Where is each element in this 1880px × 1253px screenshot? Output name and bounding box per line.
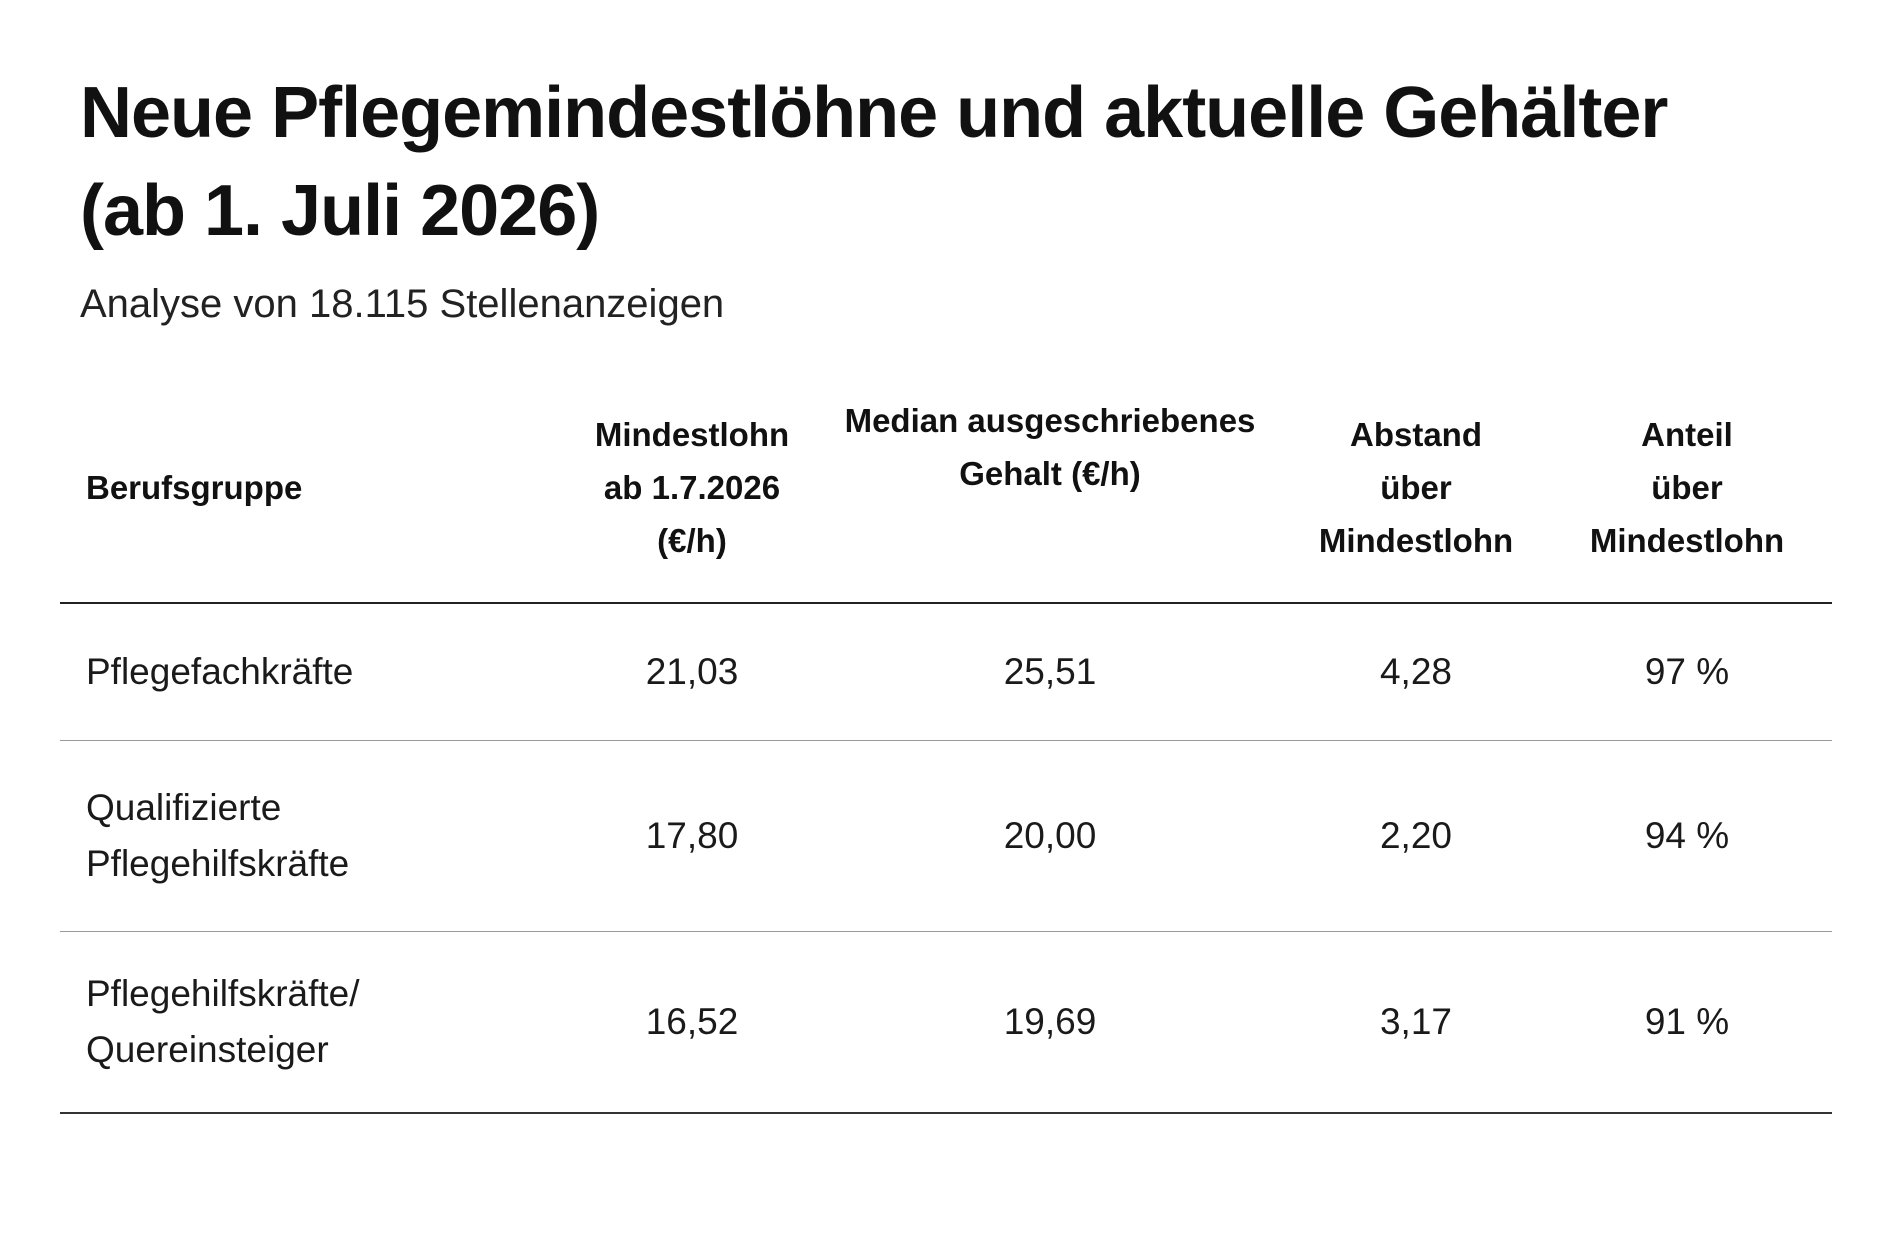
header-line: Mindestlohn	[1589, 521, 1785, 559]
cell-line: Pflegehilfskräfte/	[86, 973, 360, 1014]
cell-berufsgruppe: Pflegehilfskräfte/ Quereinsteiger	[60, 931, 574, 1114]
cell-berufsgruppe: Pflegefachkräfte	[60, 603, 574, 741]
cell-mindestlohn: 16,52	[574, 931, 810, 1114]
header-line: über	[1651, 468, 1723, 506]
header-line: ab 1.7.2026	[603, 468, 781, 506]
cell-anteil: 91 %	[1542, 931, 1832, 1114]
header-line: Berufsgruppe	[86, 468, 303, 506]
cell-line: Pflegefachkräfte	[86, 651, 354, 692]
cell-median-gehalt: 19,69	[810, 931, 1290, 1114]
header-line: (€/h)	[657, 521, 727, 559]
page-title-line: Neue Pflegemindestlöhne und aktuelle Geh…	[80, 73, 1668, 153]
page-title: Neue Pflegemindestlöhne und aktuelle Geh…	[80, 64, 1800, 260]
cell-abstand: 3,17	[1290, 931, 1542, 1114]
header-row: Berufsgruppe Mindestlohn ab 1.7.2026 (€/…	[60, 372, 1832, 604]
cell-line: Pflegehilfskräfte	[86, 843, 350, 884]
cell-abstand: 4,28	[1290, 603, 1542, 741]
cell-mindestlohn: 21,03	[574, 603, 810, 741]
table-row: Pflegefachkräfte 21,03 25,51 4,28 97 %	[60, 603, 1832, 741]
header-line: Mindestlohn	[1318, 521, 1514, 559]
cell-anteil: 94 %	[1542, 740, 1832, 932]
cell-mindestlohn: 17,80	[574, 740, 810, 932]
header-abstand: Abstand über Mindestlohn	[1290, 372, 1542, 604]
header-anteil: Anteil über Mindestlohn	[1542, 372, 1832, 604]
page-subtitle: Analyse von 18.115 Stellenanzeigen	[80, 282, 725, 326]
header-mindestlohn: Mindestlohn ab 1.7.2026 (€/h)	[574, 372, 810, 604]
cell-abstand: 2,20	[1290, 740, 1542, 932]
cell-berufsgruppe: Qualifizierte Pflegehilfskräfte	[60, 740, 574, 932]
header-berufsgruppe: Berufsgruppe	[60, 372, 574, 604]
cell-median-gehalt: 20,00	[810, 740, 1290, 932]
header-median-gehalt: Median ausgeschriebenes Gehalt (€/h)	[810, 372, 1290, 604]
table-header: Berufsgruppe Mindestlohn ab 1.7.2026 (€/…	[60, 372, 1832, 604]
header-line: Gehalt (€/h)	[959, 455, 1141, 492]
cell-line: Qualifizierte	[86, 787, 282, 828]
cell-anteil: 97 %	[1542, 603, 1832, 741]
header-line: über	[1380, 468, 1452, 506]
header-line: Anteil	[1641, 415, 1733, 453]
cell-line: Quereinsteiger	[86, 1029, 329, 1070]
page-title-line: (ab 1. Juli 2026)	[80, 171, 600, 251]
header-line: Median ausgeschriebenes	[844, 402, 1256, 439]
header-line: Mindestlohn	[594, 415, 790, 453]
cell-median-gehalt: 25,51	[810, 603, 1290, 741]
wage-table: Berufsgruppe Mindestlohn ab 1.7.2026 (€/…	[60, 372, 1832, 1114]
header-line: Abstand	[1350, 415, 1482, 453]
table-row: Pflegehilfskräfte/ Quereinsteiger 16,52 …	[60, 931, 1832, 1114]
table-body: Pflegefachkräfte 21,03 25,51 4,28 97 % Q…	[60, 603, 1832, 1114]
table-row: Qualifizierte Pflegehilfskräfte 17,80 20…	[60, 740, 1832, 932]
